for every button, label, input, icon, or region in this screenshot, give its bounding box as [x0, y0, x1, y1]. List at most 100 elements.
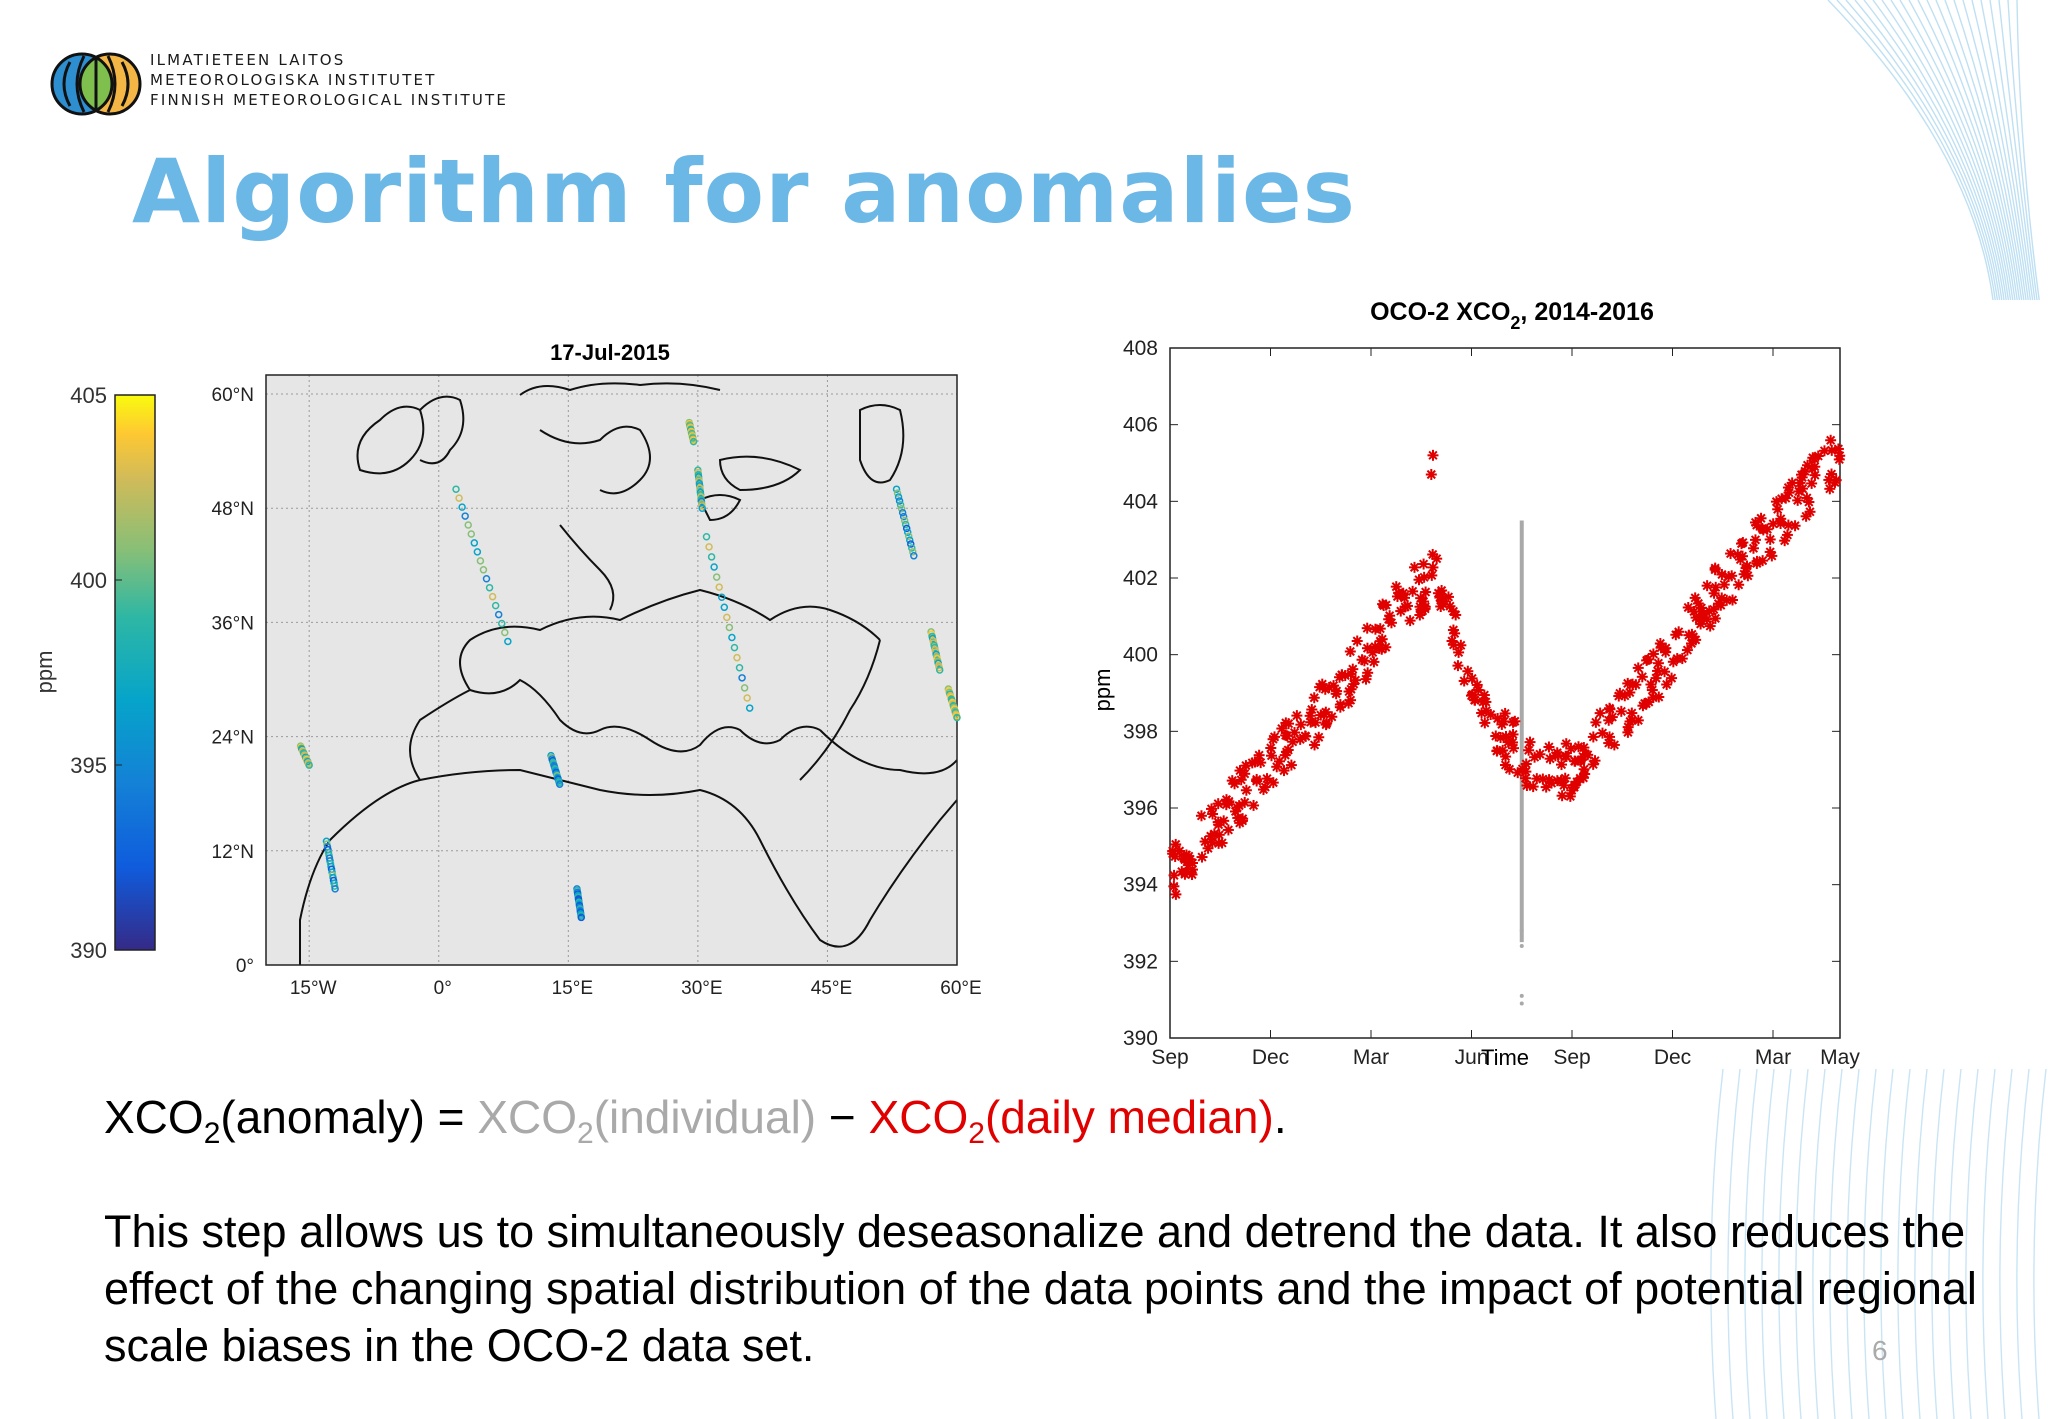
daily-median-marker — [1551, 747, 1563, 759]
daily-median-marker — [1738, 568, 1750, 580]
decorative-lines-bottom — [1710, 1069, 2047, 1419]
track-point — [488, 592, 497, 601]
y-axis-label: ppm — [1090, 669, 1115, 712]
track-point — [707, 553, 716, 561]
daily-median-marker — [1681, 644, 1693, 656]
track-point — [485, 583, 494, 592]
track-point — [745, 704, 754, 712]
daily-median-marker — [1654, 637, 1666, 649]
lon-tick-label: 60°E — [940, 978, 981, 999]
track-point — [901, 520, 910, 529]
daily-median-marker — [1239, 796, 1251, 808]
daily-median-marker — [1708, 587, 1720, 599]
daily-median-marker — [1343, 686, 1355, 698]
daily-median-marker — [1257, 784, 1269, 796]
formula-term-daily-median: XCO2(daily median) — [868, 1091, 1274, 1150]
daily-median-marker — [1385, 617, 1397, 629]
track-point — [935, 666, 944, 674]
daily-median-marker — [1446, 635, 1458, 647]
daily-median-marker — [1615, 705, 1627, 717]
daily-median-marker — [1521, 779, 1533, 791]
y-tick-label: 406 — [1123, 414, 1158, 437]
daily-median-marker — [1216, 837, 1228, 849]
daily-median-marker — [1280, 717, 1292, 729]
daily-median-marker — [1367, 646, 1379, 658]
track-point — [892, 485, 901, 493]
track-point — [740, 684, 749, 692]
daily-median-marker — [1344, 645, 1356, 657]
daily-median-marker — [1764, 533, 1776, 545]
daily-median-marker — [1794, 477, 1806, 489]
track-point — [715, 583, 723, 591]
track-point — [473, 548, 482, 556]
daily-median-marker — [1479, 717, 1491, 729]
track-point — [894, 493, 903, 501]
daily-median-marker — [1265, 750, 1277, 762]
description-paragraph: This step allows us to simultaneously de… — [104, 1206, 1977, 1371]
daily-median-marker — [1345, 694, 1357, 706]
daily-median-marker — [1269, 731, 1281, 743]
daily-median-marker — [1308, 692, 1320, 704]
track-point — [725, 623, 734, 632]
daily-median-marker — [1351, 635, 1363, 647]
daily-median-marker — [1520, 758, 1532, 770]
daily-median-marker — [1182, 859, 1194, 871]
lat-tick-label: 36°N — [212, 613, 254, 634]
daily-median-marker — [1358, 655, 1370, 667]
daily-median-marker — [1499, 707, 1511, 719]
daily-median-marker — [1594, 707, 1606, 719]
colorbar — [114, 394, 156, 951]
track-point — [735, 664, 744, 672]
daily-median-marker — [1806, 463, 1818, 475]
daily-median-marker — [1622, 726, 1634, 738]
daily-median-marker — [1701, 580, 1713, 592]
daily-median-marker — [1477, 696, 1489, 708]
daily-median-marker — [1418, 558, 1430, 570]
daily-median-marker — [1716, 569, 1728, 581]
daily-median-marker — [1659, 666, 1671, 678]
daily-median-marker — [1587, 731, 1599, 743]
colorbar-tick-label: 400 — [70, 568, 107, 593]
x-tick-label: Jun — [1455, 1046, 1489, 1069]
daily-median-marker — [1496, 718, 1508, 730]
track-point — [476, 557, 485, 565]
daily-median-marker — [1336, 669, 1348, 681]
track-point — [479, 566, 488, 574]
track-point — [733, 653, 741, 662]
daily-median-marker — [1447, 624, 1459, 636]
track-point — [698, 504, 706, 512]
daily-median-marker — [1627, 678, 1639, 690]
y-tick-label: 392 — [1123, 950, 1158, 973]
daily-median-marker — [1639, 697, 1651, 709]
daily-median-marker — [1795, 469, 1807, 481]
track-point — [908, 544, 916, 552]
daily-median-marker — [1636, 671, 1648, 683]
daily-median-marker — [1734, 554, 1746, 566]
track-point — [893, 489, 902, 497]
track-point — [897, 505, 906, 513]
daily-median-marker — [1168, 880, 1180, 892]
fmi-logo-icon — [50, 52, 142, 116]
lat-tick-label: 24°N — [212, 728, 254, 749]
daily-median-marker — [1733, 579, 1745, 591]
daily-median-marker — [1291, 710, 1303, 722]
daily-median-marker — [1558, 779, 1570, 791]
daily-median-marker — [1267, 777, 1279, 789]
track-point — [898, 508, 907, 517]
daily-median-marker — [1578, 763, 1590, 775]
daily-median-marker — [1782, 482, 1794, 494]
daily-median-marker — [1334, 699, 1346, 711]
page-title: Algorithm for anomalies — [132, 140, 1357, 243]
track-point — [464, 521, 472, 529]
formula-operator: − — [816, 1091, 869, 1143]
daily-median-marker — [1176, 866, 1188, 878]
daily-median-marker — [1368, 656, 1380, 668]
daily-median-marker — [1650, 672, 1662, 684]
daily-median-marker — [1328, 680, 1340, 692]
daily-median-marker — [1471, 679, 1483, 691]
daily-median-marker — [1436, 585, 1448, 597]
x-tick-label: Mar — [1353, 1046, 1389, 1069]
track-point — [710, 563, 718, 571]
track-point — [498, 619, 506, 628]
daily-median-marker — [1196, 851, 1208, 863]
